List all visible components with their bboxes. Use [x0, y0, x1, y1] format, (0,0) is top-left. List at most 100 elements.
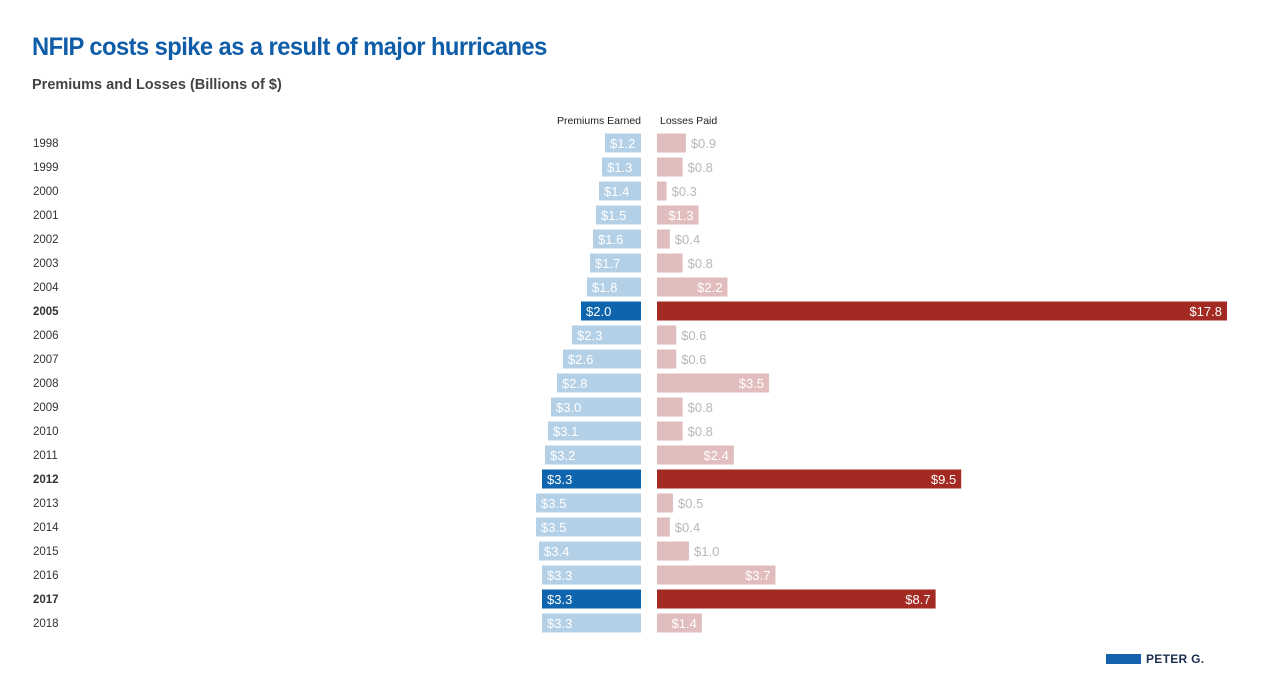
- loss-label-2009: $0.8: [688, 400, 713, 415]
- year-label-1999: 1999: [33, 162, 59, 174]
- premium-bar-2017: [542, 589, 641, 609]
- premium-label-2015: $3.4: [544, 544, 569, 559]
- premium-label-2009: $3.0: [556, 400, 581, 415]
- premium-bar-2002: [593, 229, 641, 249]
- year-label-2009: 2009: [33, 402, 59, 414]
- premium-label-2000: $1.4: [604, 184, 629, 199]
- loss-bar-2013: [657, 493, 674, 513]
- loss-bar-2011: [657, 445, 734, 465]
- premium-label-2003: $1.7: [595, 256, 620, 271]
- year-label-2007: 2007: [33, 354, 59, 366]
- premium-bar-2007: [563, 349, 641, 369]
- premium-label-2016: $3.3: [547, 568, 572, 583]
- logo-mark: [1106, 654, 1141, 664]
- loss-bar-2002: [657, 229, 670, 249]
- year-label-2005: 2005: [33, 306, 59, 318]
- loss-label-2018: $1.4: [672, 616, 697, 631]
- loss-label-2004: $2.2: [697, 280, 722, 295]
- loss-bar-2003: [657, 253, 683, 273]
- loss-label-2006: $0.6: [681, 328, 706, 343]
- premium-label-2013: $3.5: [541, 496, 566, 511]
- year-label-2017: 2017: [33, 594, 59, 606]
- loss-bar-2000: [657, 181, 667, 201]
- loss-label-2010: $0.8: [688, 424, 713, 439]
- premium-bar-2004: [587, 277, 641, 297]
- loss-label-2011: $2.4: [704, 448, 729, 463]
- year-label-2008: 2008: [33, 378, 59, 390]
- year-label-2010: 2010: [33, 426, 59, 438]
- year-label-2011: 2011: [33, 450, 58, 462]
- loss-label-2012: $9.5: [931, 472, 956, 487]
- loss-label-1999: $0.8: [688, 160, 713, 175]
- loss-bar-2015: [657, 541, 690, 561]
- premium-label-2010: $3.1: [553, 424, 578, 439]
- premium-bar-2003: [590, 253, 641, 273]
- loss-label-2001: $1.3: [668, 208, 693, 223]
- loss-bar-1999: [657, 157, 683, 177]
- year-label-2003: 2003: [33, 258, 59, 270]
- year-label-2012: 2012: [33, 474, 59, 486]
- loss-label-2016: $3.7: [745, 568, 770, 583]
- loss-label-2007: $0.6: [681, 352, 706, 367]
- premium-bar-2010: [548, 421, 641, 441]
- premium-bar-2015: [539, 541, 641, 561]
- premium-label-2004: $1.8: [592, 280, 617, 295]
- premium-label-2005: $2.0: [586, 304, 611, 319]
- premium-bar-1998: [605, 133, 641, 153]
- loss-bar-2010: [657, 421, 683, 441]
- loss-label-2013: $0.5: [678, 496, 703, 511]
- loss-label-2002: $0.4: [675, 232, 700, 247]
- header-premiums-earned: Premiums Earned: [557, 115, 641, 127]
- premium-bar-2006: [572, 325, 641, 345]
- premium-bar-2013: [536, 493, 641, 513]
- premium-bar-2012: [542, 469, 641, 489]
- loss-bar-2018: [657, 613, 702, 633]
- loss-label-2015: $1.0: [694, 544, 719, 559]
- year-label-2014: 2014: [33, 522, 59, 534]
- loss-label-2017: $8.7: [905, 592, 930, 607]
- premium-bar-2009: [551, 397, 641, 417]
- loss-label-1998: $0.9: [691, 136, 716, 151]
- loss-bar-2016: [657, 565, 776, 585]
- year-label-2001: 2001: [33, 210, 59, 222]
- premium-label-2018: $3.3: [547, 616, 572, 631]
- premium-bar-2011: [545, 445, 641, 465]
- premium-bar-2018: [542, 613, 641, 633]
- premium-label-1998: $1.2: [610, 136, 635, 151]
- loss-bar-2005: [657, 301, 1227, 321]
- chart-subtitle: Premiums and Losses (Billions of $): [32, 77, 282, 93]
- year-label-2002: 2002: [33, 234, 59, 246]
- loss-bar-1998: [657, 133, 686, 153]
- premium-bar-1999: [602, 157, 641, 177]
- year-label-2018: 2018: [33, 618, 59, 630]
- premium-bar-2001: [596, 205, 641, 225]
- loss-bar-2009: [657, 397, 683, 417]
- premium-bar-2005: [581, 301, 641, 321]
- loss-bar-2004: [657, 277, 728, 297]
- loss-bar-2014: [657, 517, 670, 537]
- premium-label-2002: $1.6: [598, 232, 623, 247]
- loss-bar-2001: [657, 205, 699, 225]
- premium-bar-2000: [599, 181, 641, 201]
- year-label-2006: 2006: [33, 330, 59, 342]
- loss-label-2005: $17.8: [1189, 304, 1222, 319]
- header-losses-paid: Losses Paid: [660, 115, 717, 127]
- premium-label-2012: $3.3: [547, 472, 572, 487]
- premium-label-2006: $2.3: [577, 328, 602, 343]
- premium-label-2014: $3.5: [541, 520, 566, 535]
- premium-label-2008: $2.8: [562, 376, 587, 391]
- loss-label-2008: $3.5: [739, 376, 764, 391]
- loss-bar-2007: [657, 349, 677, 369]
- year-label-2000: 2000: [33, 186, 59, 198]
- year-label-2004: 2004: [33, 282, 59, 294]
- loss-label-2000: $0.3: [672, 184, 697, 199]
- premium-bar-2014: [536, 517, 641, 537]
- loss-bar-2017: [657, 589, 936, 609]
- loss-label-2014: $0.4: [675, 520, 700, 535]
- premium-label-1999: $1.3: [607, 160, 632, 175]
- premium-label-2007: $2.6: [568, 352, 593, 367]
- loss-bar-2006: [657, 325, 677, 345]
- year-label-1998: 1998: [33, 138, 59, 150]
- premium-label-2017: $3.3: [547, 592, 572, 607]
- year-label-2016: 2016: [33, 570, 59, 582]
